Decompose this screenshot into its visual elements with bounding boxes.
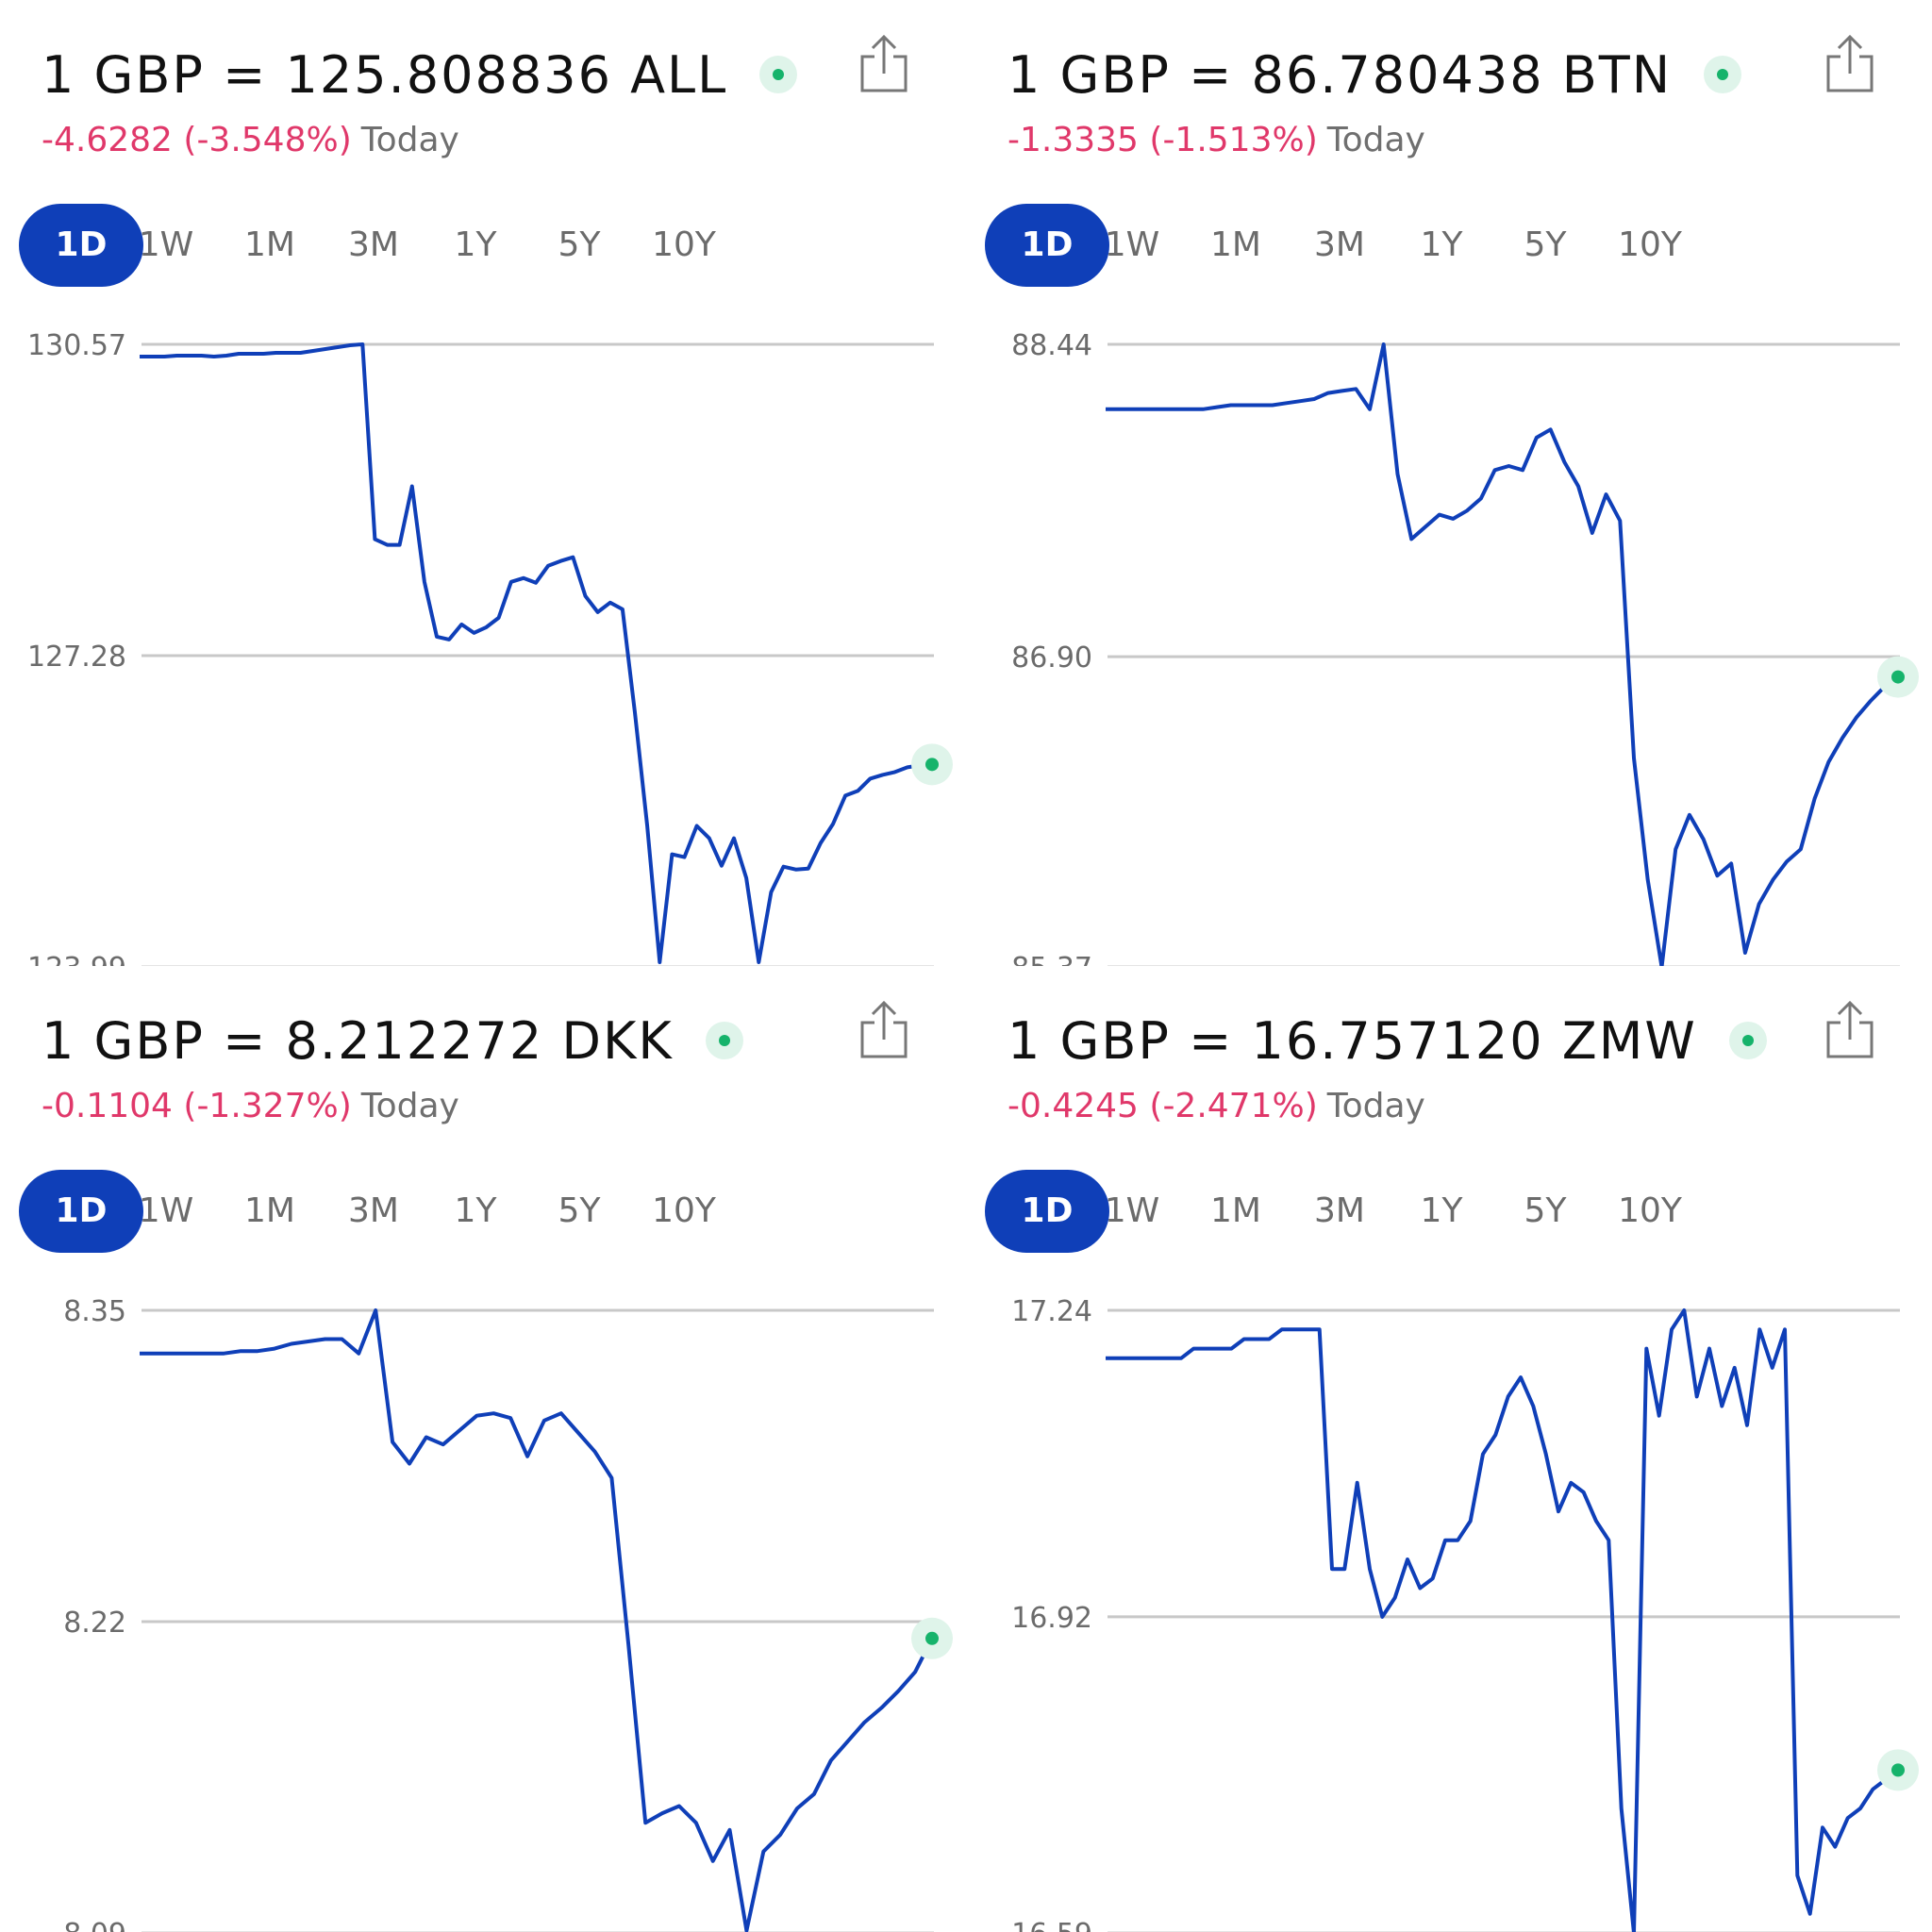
price-line — [140, 1308, 934, 1932]
y-tick-label: 8.22 — [63, 1607, 126, 1640]
price-line — [1106, 1308, 1900, 1932]
range-1d[interactable]: 1D — [19, 204, 143, 287]
share-icon[interactable] — [1824, 1000, 1875, 1060]
share-icon[interactable] — [858, 1000, 909, 1060]
currency-card-zmw: 17.24 16.92 16.59 1 GBP = 16.757120 ZMW -0… — [966, 966, 1932, 1932]
currency-card-all: 130.57 127.28 123.99 1 GBP = 125.808836 AL… — [0, 0, 966, 966]
exchange-rate: 1 GBP = 8.212272 DKK — [42, 1010, 674, 1071]
live-dot-icon — [1728, 1022, 1767, 1059]
range-1d[interactable]: 1D — [19, 1170, 143, 1253]
y-tick-label: 17.24 — [1011, 1295, 1092, 1328]
range-10y[interactable]: 10Y — [652, 225, 716, 264]
range-selector: 1D 1W 1M 3M 1Y 5Y 10Y — [985, 1170, 1890, 1253]
price-line — [1106, 342, 1900, 966]
range-1m[interactable]: 1M — [244, 225, 295, 264]
range-10y[interactable]: 10Y — [1618, 225, 1682, 264]
rate-header: 1 GBP = 86.780438 BTN — [1008, 42, 1742, 108]
share-icon[interactable] — [1824, 34, 1875, 94]
change-period: Today — [360, 1087, 459, 1125]
change-value: -4.6282 (-3.548%) — [42, 121, 352, 159]
range-5y[interactable]: 5Y — [558, 225, 601, 264]
y-tick-label: 130.57 — [27, 329, 126, 362]
price-line — [140, 342, 933, 964]
change-period: Today — [1326, 121, 1425, 159]
range-1y[interactable]: 1Y — [454, 1191, 497, 1230]
exchange-rate: 1 GBP = 125.808836 ALL — [42, 44, 728, 105]
daily-change: -0.4245 (-2.471%) Today — [1008, 1087, 1425, 1125]
y-tick-label: 85.37 — [1011, 952, 1092, 966]
y-tick-label: 88.44 — [1011, 329, 1092, 362]
range-10y[interactable]: 10Y — [652, 1191, 716, 1230]
change-value: -1.3335 (-1.513%) — [1008, 121, 1318, 159]
rate-header: 1 GBP = 8.212272 DKK — [42, 1008, 743, 1074]
range-3m[interactable]: 3M — [348, 225, 399, 264]
daily-change: -0.1104 (-1.327%) Today — [42, 1087, 459, 1125]
exchange-rate: 1 GBP = 16.757120 ZMW — [1008, 1010, 1697, 1071]
current-point — [1891, 1763, 1905, 1777]
range-1w[interactable]: 1W — [138, 225, 194, 264]
range-1w[interactable]: 1W — [1104, 225, 1160, 264]
range-selector: 1D 1W 1M 3M 1Y 5Y 10Y — [19, 204, 924, 287]
currency-card-btn: 88.44 86.90 85.37 1 GBP = 86.780438 BTN -1… — [966, 0, 1932, 966]
currency-card-dkk: 8.35 8.22 8.09 1 GBP = 8.212272 DKK -0.110… — [0, 966, 966, 1932]
range-1y[interactable]: 1Y — [1420, 1191, 1463, 1230]
range-1m[interactable]: 1M — [1210, 1191, 1261, 1230]
range-5y[interactable]: 5Y — [1524, 1191, 1567, 1230]
range-1y[interactable]: 1Y — [1420, 225, 1463, 264]
daily-change: -4.6282 (-3.548%) Today — [42, 121, 459, 159]
y-tick-label: 16.59 — [1011, 1918, 1092, 1932]
y-tick-label: 16.92 — [1011, 1602, 1092, 1635]
daily-change: -1.3335 (-1.513%) Today — [1008, 121, 1425, 159]
range-1d[interactable]: 1D — [985, 204, 1109, 287]
range-1y[interactable]: 1Y — [454, 225, 497, 264]
y-tick-label: 86.90 — [1011, 641, 1092, 675]
range-1m[interactable]: 1M — [1210, 225, 1261, 264]
change-value: -0.1104 (-1.327%) — [42, 1087, 352, 1125]
range-1d[interactable]: 1D — [985, 1170, 1109, 1253]
range-3m[interactable]: 3M — [1314, 225, 1365, 264]
range-1w[interactable]: 1W — [138, 1191, 194, 1230]
y-tick-label: 123.99 — [27, 952, 126, 966]
y-tick-label: 127.28 — [27, 641, 126, 674]
price-chart[interactable]: 8.35 8.22 8.09 — [0, 966, 966, 1932]
current-point — [925, 1631, 939, 1645]
current-point — [1891, 670, 1905, 684]
range-selector: 1D 1W 1M 3M 1Y 5Y 10Y — [985, 204, 1890, 287]
current-point — [925, 758, 939, 772]
range-selector: 1D 1W 1M 3M 1Y 5Y 10Y — [19, 1170, 924, 1253]
range-1m[interactable]: 1M — [244, 1191, 295, 1230]
y-tick-label: 8.35 — [63, 1295, 126, 1328]
change-period: Today — [1326, 1087, 1425, 1125]
share-icon[interactable] — [858, 34, 909, 94]
live-dot-icon — [705, 1022, 743, 1059]
rate-header: 1 GBP = 16.757120 ZMW — [1008, 1008, 1767, 1074]
range-3m[interactable]: 3M — [1314, 1191, 1365, 1230]
change-value: -0.4245 (-2.471%) — [1008, 1087, 1318, 1125]
rate-header: 1 GBP = 125.808836 ALL — [42, 42, 798, 108]
range-1w[interactable]: 1W — [1104, 1191, 1160, 1230]
price-chart[interactable]: 88.44 86.90 85.37 — [966, 0, 1932, 966]
range-3m[interactable]: 3M — [348, 1191, 399, 1230]
y-tick-label: 8.09 — [63, 1918, 126, 1932]
price-chart[interactable]: 17.24 16.92 16.59 — [966, 966, 1932, 1932]
live-dot-icon — [759, 56, 798, 93]
change-period: Today — [360, 121, 459, 159]
range-5y[interactable]: 5Y — [1524, 225, 1567, 264]
exchange-rate: 1 GBP = 86.780438 BTN — [1008, 44, 1673, 105]
live-dot-icon — [1704, 56, 1742, 93]
price-chart[interactable]: 130.57 127.28 123.99 — [0, 0, 966, 966]
range-10y[interactable]: 10Y — [1618, 1191, 1682, 1230]
range-5y[interactable]: 5Y — [558, 1191, 601, 1230]
